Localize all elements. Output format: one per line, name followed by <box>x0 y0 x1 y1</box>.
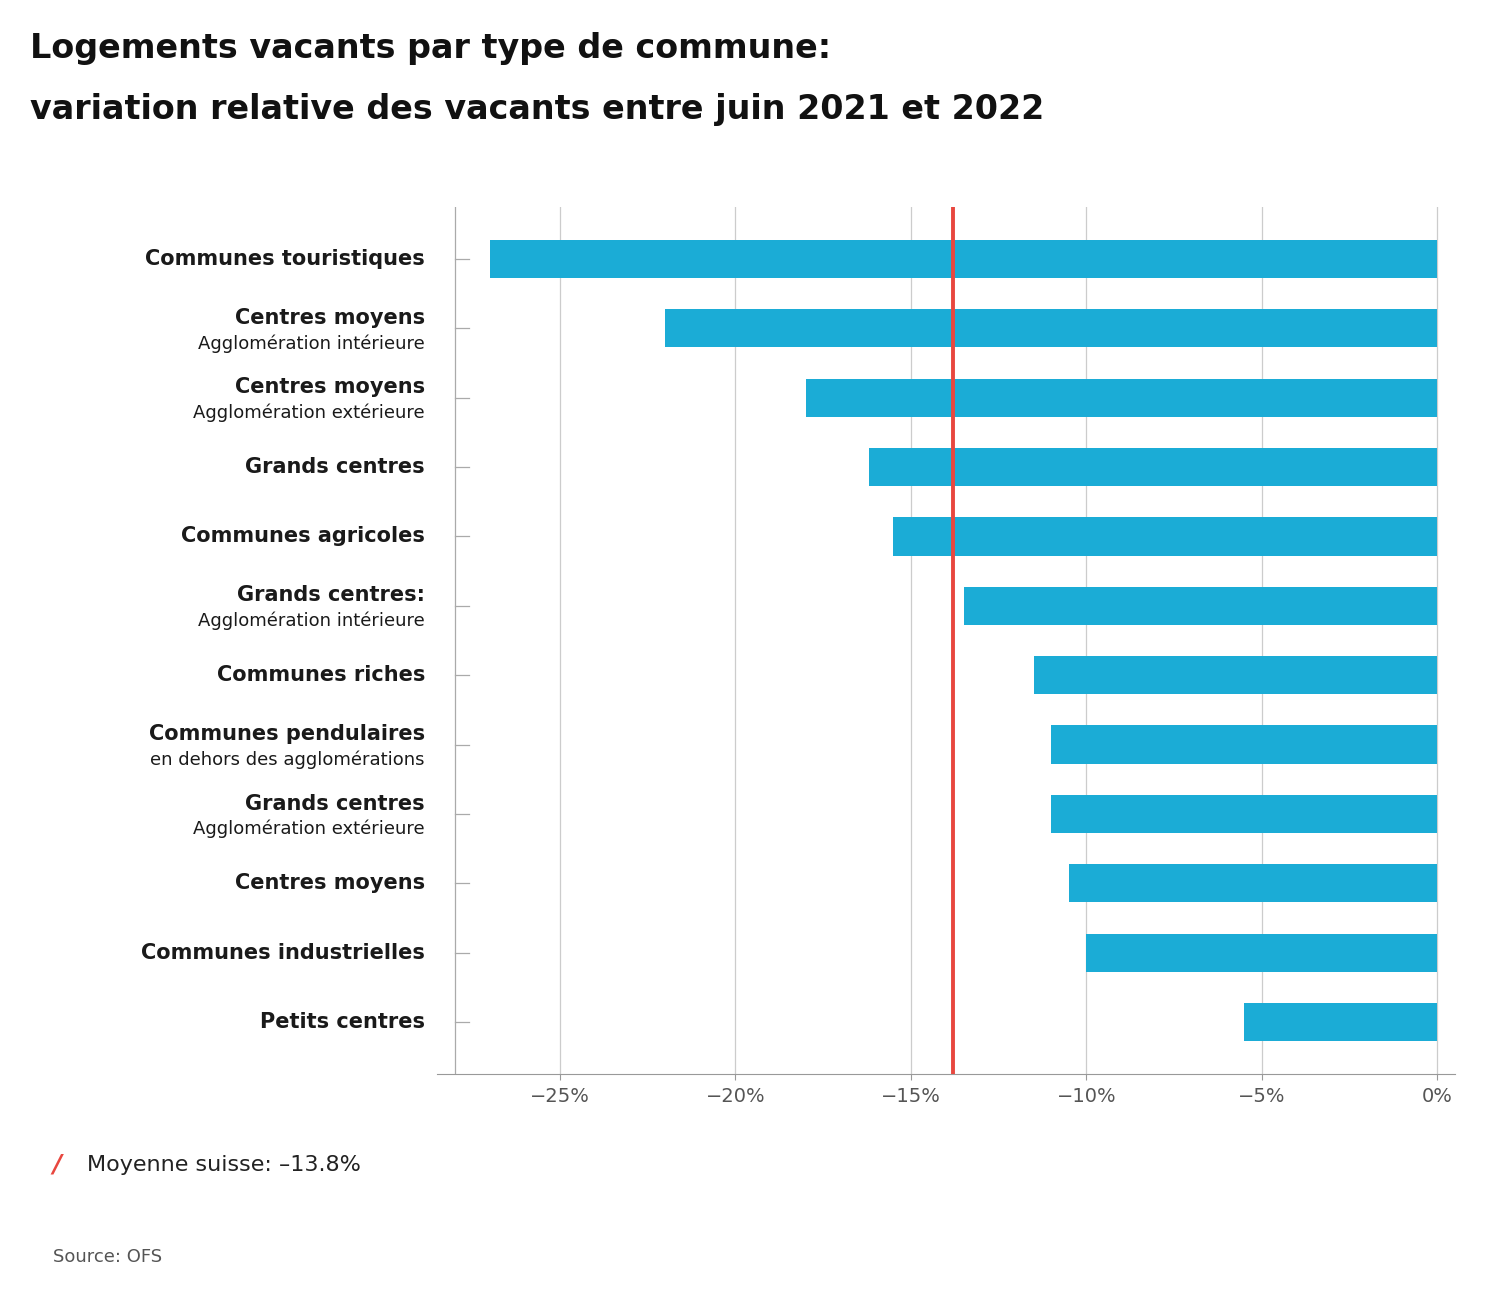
Bar <box>894 518 1437 555</box>
Text: Logements vacants par type de commune:: Logements vacants par type de commune: <box>30 32 831 66</box>
Bar <box>806 379 1437 417</box>
Text: Communes agricoles: Communes agricoles <box>182 527 424 546</box>
Text: Grands centres:: Grands centres: <box>237 585 424 606</box>
Text: Grands centres: Grands centres <box>246 793 424 814</box>
Text: Agglomération intérieure: Agglomération intérieure <box>198 612 424 630</box>
Text: Agglomération extérieure: Agglomération extérieure <box>194 820 424 839</box>
Text: Communes industrielles: Communes industrielles <box>141 942 424 963</box>
Text: /: / <box>53 1153 62 1176</box>
Text: Communes touristiques: Communes touristiques <box>146 248 424 269</box>
Bar <box>1052 795 1437 833</box>
Text: Source: OFS: Source: OFS <box>53 1247 162 1266</box>
Bar <box>1034 656 1437 695</box>
Bar <box>963 586 1437 625</box>
Bar <box>666 309 1437 348</box>
Bar <box>1086 933 1437 972</box>
Text: Centres moyens: Centres moyens <box>236 378 424 397</box>
Text: Agglomération intérieure: Agglomération intérieure <box>198 334 424 353</box>
Bar <box>1070 864 1437 902</box>
Bar <box>868 448 1437 487</box>
Text: en dehors des agglomérations: en dehors des agglomérations <box>150 751 424 769</box>
Text: Moyenne suisse: –13.8%: Moyenne suisse: –13.8% <box>87 1154 362 1175</box>
Text: Communes pendulaires: Communes pendulaires <box>148 725 424 744</box>
Bar <box>490 239 1437 278</box>
Text: Centres moyens: Centres moyens <box>236 308 424 327</box>
Text: Grands centres: Grands centres <box>246 457 424 477</box>
Text: Centres moyens: Centres moyens <box>236 873 424 893</box>
Text: Petits centres: Petits centres <box>260 1012 424 1033</box>
Text: variation relative des vacants entre juin 2021 et 2022: variation relative des vacants entre jui… <box>30 93 1044 127</box>
Text: Agglomération extérieure: Agglomération extérieure <box>194 404 424 422</box>
Bar <box>1245 1003 1437 1042</box>
Text: Communes riches: Communes riches <box>216 665 424 686</box>
Bar <box>1052 726 1437 763</box>
